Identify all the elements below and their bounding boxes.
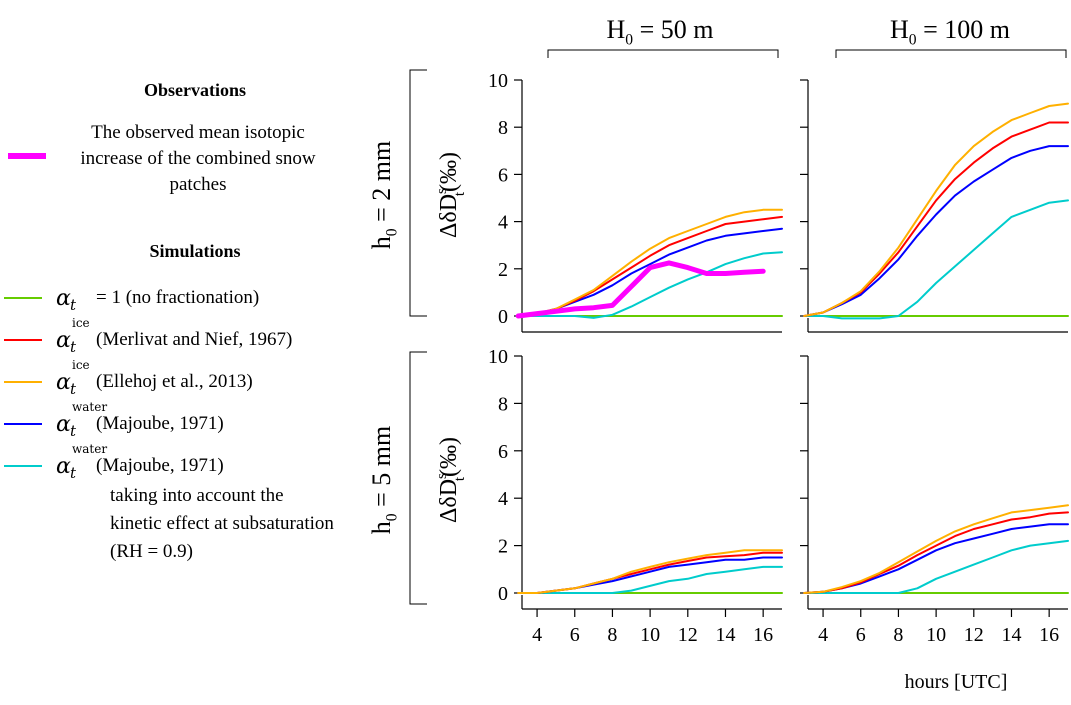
y-tick-label: 10: [488, 346, 508, 368]
series-line: [517, 549, 783, 594]
alpha-symbol: α t ice: [56, 315, 90, 356]
alpha-symbol: α t water: [56, 399, 108, 440]
x-tick-label: 12: [678, 624, 698, 646]
series-line: [517, 551, 783, 594]
legend-item-ellehoj: α t ice (Ellehoj et al., 2013): [4, 357, 253, 398]
legend-swatch: [4, 423, 42, 425]
y-tick-label: 6: [498, 441, 508, 463]
x-tick-label: 14: [1001, 624, 1021, 646]
simulations-heading: Simulations: [149, 241, 241, 261]
legend-label: (Majoube, 1971): [96, 413, 224, 434]
legend-label: = 1 (no fractionation): [96, 287, 260, 308]
series-line: [803, 145, 1069, 317]
series-line: [517, 565, 783, 594]
observed-series-line: [515, 260, 766, 319]
legend-item-majoube: α t water (Majoube, 1971): [4, 399, 224, 440]
x-tick-label: 16: [753, 624, 773, 646]
series-line: [803, 199, 1069, 320]
column-bracket: [835, 49, 1067, 58]
observations-text: The observed mean isotopic increase of t…: [80, 122, 316, 195]
series-line: [803, 102, 1069, 317]
row-bracket: [409, 69, 427, 317]
series-line: [803, 539, 1069, 594]
x-tick-label: 6: [856, 624, 866, 646]
x-tick-label: 4: [532, 624, 542, 646]
x-tick-label: 4: [818, 624, 828, 646]
column-label: H0 = 100 m: [890, 15, 1010, 49]
row-label: h0 = 2 mm: [367, 141, 401, 249]
legend-swatch: [4, 339, 42, 341]
series-line: [517, 208, 783, 317]
y-tick-label: 4: [498, 488, 508, 510]
series-line: [517, 556, 783, 594]
x-tick-label: 10: [640, 624, 660, 646]
y-tick-label: 0: [498, 583, 508, 605]
column-label: H0 = 50 m: [607, 15, 714, 49]
row-label: h0 = 5 mm: [367, 426, 401, 534]
x-tick-label: 12: [964, 624, 984, 646]
legend-kinetic-note: taking into account the kinetic effect a…: [110, 485, 334, 562]
series-line: [803, 511, 1069, 594]
observation-swatch: [8, 153, 46, 159]
x-axis-label: hours [UTC]: [905, 671, 1008, 693]
series-line: [803, 504, 1069, 594]
y-tick-label: 4: [498, 212, 508, 234]
y-tick-label: 2: [498, 259, 508, 281]
legend-swatch: [4, 297, 42, 299]
x-tick-label: 6: [570, 624, 580, 646]
x-tick-label: 10: [926, 624, 946, 646]
legend-label: (Merlivat and Nief, 1967): [96, 329, 293, 350]
y-tick-label: 0: [498, 306, 508, 328]
y-axis-label: ΔδDst(‰): [434, 437, 468, 523]
alpha-symbol: α t water: [56, 441, 108, 482]
observations-heading: Observations: [143, 80, 246, 100]
column-bracket: [547, 49, 779, 58]
x-tick-label: 14: [715, 624, 735, 646]
legend-label: (Majoube, 1971): [96, 455, 224, 476]
y-tick-label: 8: [498, 117, 508, 139]
legend-item-majoube-kinetic: α t water (Majoube, 1971): [4, 441, 224, 482]
legend-swatch: [4, 381, 42, 383]
row-bracket: [409, 351, 427, 605]
y-tick-label: 6: [498, 164, 508, 186]
y-axis-label: ΔδDst(‰): [434, 152, 468, 238]
series-line: [803, 523, 1069, 594]
series-line: [517, 251, 783, 319]
x-tick-label: 8: [893, 624, 903, 646]
legend-item-merlivat: α t ice (Merlivat and Nief, 1967): [4, 315, 293, 356]
legend-label: (Ellehoj et al., 2013): [96, 371, 253, 392]
x-tick-label: 16: [1039, 624, 1059, 646]
legend: Observations The observed mean isotopic …: [0, 0, 370, 705]
x-tick-label: 8: [607, 624, 617, 646]
y-tick-label: 2: [498, 536, 508, 558]
legend-swatch: [4, 465, 42, 467]
y-tick-label: 8: [498, 393, 508, 415]
alpha-symbol: α t ice: [56, 357, 90, 398]
y-tick-label: 10: [488, 70, 508, 92]
